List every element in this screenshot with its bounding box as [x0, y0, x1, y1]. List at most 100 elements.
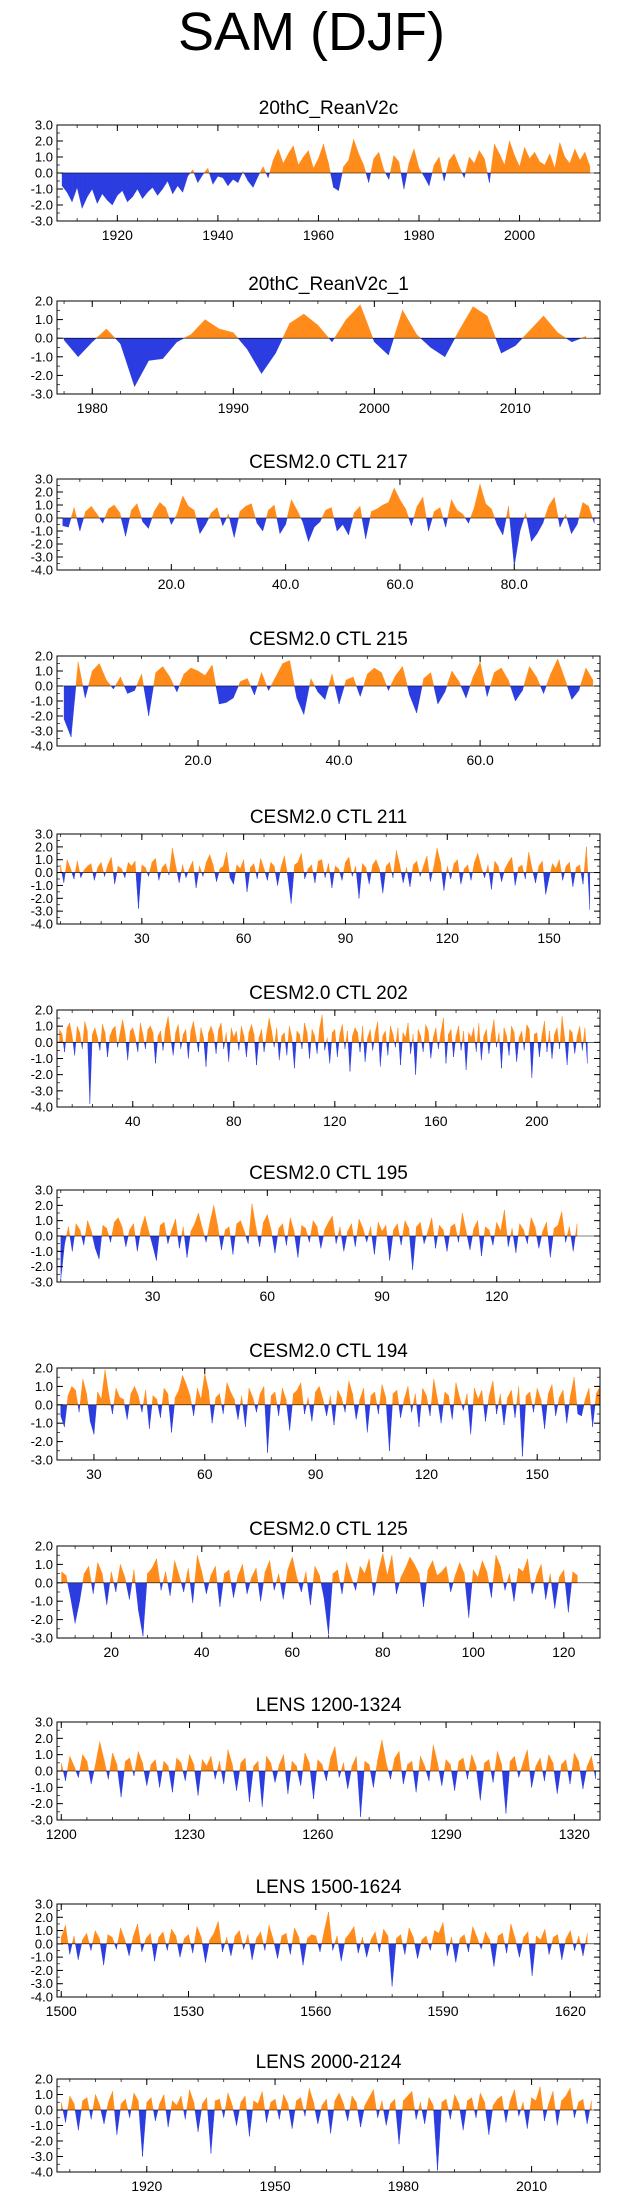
area-segment: [522, 1404, 526, 1457]
area-segment: [569, 1226, 572, 1237]
area-segment: [254, 685, 258, 696]
area-segment: [328, 1395, 331, 1405]
area-segment: [434, 1930, 439, 1945]
area-segment: [541, 1404, 545, 1429]
area-segment: [370, 158, 374, 174]
area-segment: [192, 1943, 195, 1954]
area-segment: [290, 1217, 295, 1237]
area-segment: [572, 1571, 578, 1583]
area-segment: [585, 1042, 588, 1064]
area-segment: [129, 1757, 134, 1772]
area-segment: [78, 2109, 82, 2131]
area-segment: [210, 1756, 214, 1772]
area-segment: [87, 1220, 92, 1237]
area-segment: [548, 872, 551, 878]
area-segment: [263, 868, 266, 873]
area-segment: [514, 1404, 517, 1418]
y-tick-label: -2.0: [31, 368, 53, 383]
area-segment: [274, 1027, 277, 1043]
area-segment: [316, 860, 319, 873]
area-segment: [409, 1556, 415, 1583]
area-segment: [70, 1582, 76, 1624]
x-tick-label: 150: [537, 930, 561, 946]
area-segment: [554, 497, 559, 519]
area-segment: [485, 864, 489, 873]
area-segment: [484, 685, 488, 697]
y-tick-label: 0.0: [35, 511, 53, 526]
area-segment: [340, 1762, 344, 1772]
area-segment: [326, 1770, 329, 1781]
area-segment: [386, 1235, 390, 1261]
area-segment: [438, 1922, 444, 1945]
area-segment: [127, 172, 133, 203]
area-segment: [160, 1404, 163, 1418]
area-segment: [186, 1235, 191, 1258]
area-segment: [183, 1582, 186, 1593]
area-segment: [423, 1235, 427, 1244]
area-segment: [496, 1404, 499, 1415]
area-segment: [321, 859, 325, 873]
area-segment: [196, 1926, 202, 1945]
area-segment: [423, 855, 428, 873]
area-segment: [356, 1756, 358, 1772]
area-segment: [323, 144, 329, 174]
area-segment: [581, 1404, 585, 1416]
area-segment: [115, 1388, 120, 1405]
area-segment: [369, 1558, 373, 1583]
area-segment: [301, 1042, 303, 1049]
area-segment: [117, 1564, 121, 1583]
area-segment: [380, 1929, 384, 1945]
area-segment: [531, 1943, 536, 1976]
area-segment: [339, 1024, 343, 1043]
y-tick-label: 3.0: [35, 827, 53, 842]
area-segment: [240, 2095, 246, 2111]
area-segment: [188, 1934, 191, 1945]
area-segment: [552, 1762, 555, 1772]
area-segment: [288, 2109, 293, 2129]
area-segment: [341, 1582, 344, 1594]
area-segment: [219, 1582, 224, 1607]
area-segment: [125, 862, 129, 873]
chart-title: CESM2.0 CTL 125: [249, 1519, 408, 1540]
x-tick-label: 20.0: [184, 752, 211, 768]
area-segment: [550, 863, 553, 873]
area-segment: [326, 2099, 328, 2111]
area-segment: [169, 1229, 172, 1237]
area-segment: [178, 1375, 183, 1405]
area-segment: [303, 685, 310, 715]
area-segment: [368, 2089, 374, 2111]
area-segment: [92, 1930, 96, 1945]
area-segment: [559, 2100, 562, 2111]
area-segment: [88, 670, 93, 687]
area-segment: [503, 1404, 507, 1426]
area-segment: [183, 1029, 186, 1043]
area-segment: [569, 1770, 573, 1785]
area-segment: [172, 848, 176, 873]
area-segment: [544, 1021, 547, 1043]
area-segment: [389, 155, 395, 174]
area-segment: [167, 1766, 170, 1772]
area-segment: [318, 859, 322, 873]
area-segment: [389, 1235, 393, 1261]
area-segment: [517, 1223, 520, 1237]
area-segment: [92, 1027, 96, 1043]
area-segment: [565, 1930, 571, 1945]
area-segment: [326, 1404, 329, 1416]
area-segment: [112, 172, 118, 206]
area-segment: [182, 864, 185, 873]
area-segment: [313, 1770, 317, 1799]
area-segment: [388, 172, 391, 180]
area-segment: [334, 1029, 337, 1043]
area-segment: [347, 2109, 350, 2121]
x-tick-label: 1940: [202, 227, 233, 243]
area-segment: [519, 1943, 523, 1958]
area-segment: [265, 172, 269, 178]
area-segment: [244, 1757, 247, 1772]
area-segment: [537, 1042, 540, 1057]
area-segment: [268, 862, 272, 873]
area-segment: [274, 866, 276, 873]
area-segment: [318, 1235, 322, 1249]
area-segment: [547, 1943, 550, 1955]
area-segment: [494, 517, 498, 525]
